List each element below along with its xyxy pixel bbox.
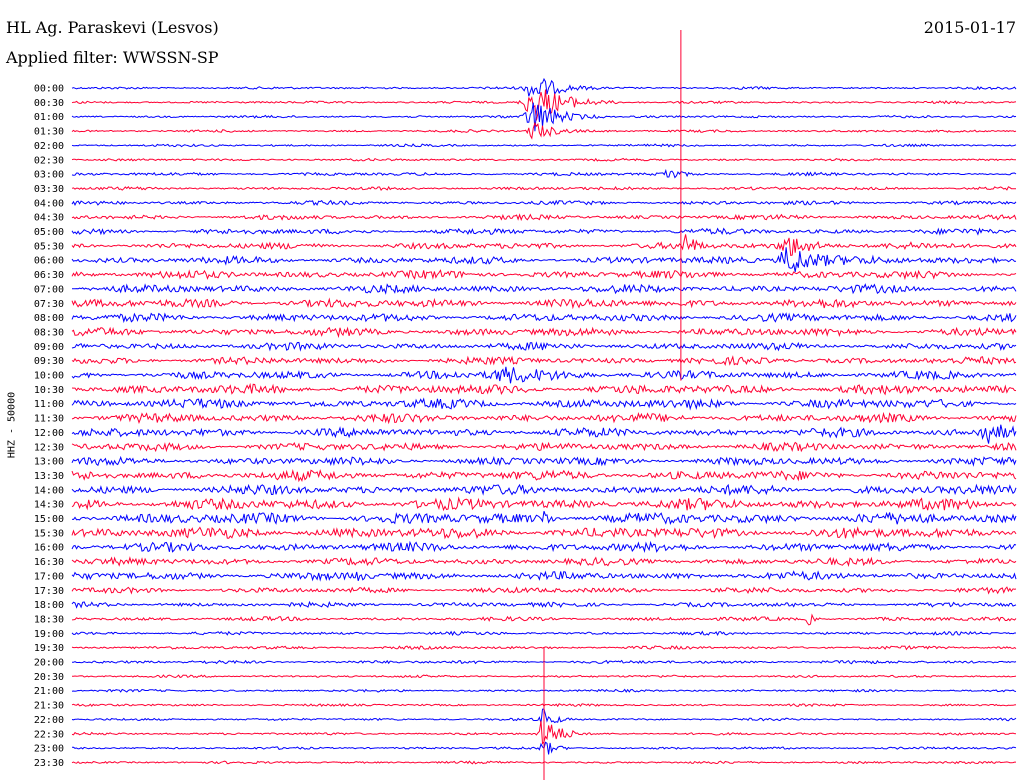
trace-line [71, 355, 1017, 367]
row-tick-label: 07:00 [34, 284, 64, 295]
trace-line [71, 600, 1017, 609]
row-tick-label: 21:30 [34, 701, 64, 712]
row-tick-label: 14:00 [34, 485, 64, 496]
row-tick-label: 07:30 [34, 299, 64, 310]
trace-line [71, 556, 1017, 567]
row-tick-label: 15:00 [34, 514, 64, 525]
row-tick-label: 14:30 [34, 500, 64, 511]
row-tick-label: 01:00 [34, 112, 64, 123]
row-tick-label: 23:30 [34, 758, 64, 769]
row-tick-label: 11:00 [34, 399, 64, 410]
trace-line [71, 121, 1017, 140]
row-tick-label: 22:30 [34, 729, 64, 740]
trace-line [71, 441, 1017, 453]
filter-label: Applied filter: WWSSN-SP [6, 48, 219, 67]
trace-line [71, 468, 1017, 483]
row-tick-label: 10:30 [34, 385, 64, 396]
row-tick-label: 13:30 [34, 471, 64, 482]
trace-line [71, 199, 1017, 207]
row-tick-label: 16:00 [34, 543, 64, 554]
trace-line [71, 312, 1017, 324]
row-tick-label: 20:00 [34, 658, 64, 669]
trace-line [71, 613, 1017, 626]
trace-line [71, 269, 1017, 281]
trace-line [71, 143, 1017, 148]
row-tick-label: 00:30 [34, 98, 64, 109]
station-title: HL Ag. Paraskevi (Lesvos) [6, 18, 219, 37]
trace-line [71, 586, 1017, 595]
row-tick-label: 08:30 [34, 327, 64, 338]
trace-line [72, 283, 1017, 295]
trace-line [71, 297, 1017, 310]
row-tick-label: 02:00 [34, 141, 64, 152]
row-tick-label: 11:30 [34, 414, 64, 425]
row-tick-label: 12:30 [34, 442, 64, 453]
trace-line [71, 496, 1017, 512]
row-tick-label: 23:00 [34, 744, 64, 755]
row-tick-label: 20:30 [34, 672, 64, 683]
row-tick-label: 08:00 [34, 313, 64, 324]
trace-line [71, 213, 1017, 222]
row-tick-label: 22:00 [34, 715, 64, 726]
row-tick-label: 05:00 [34, 227, 64, 238]
trace-line [71, 227, 1017, 236]
row-tick-label: 21:00 [34, 686, 64, 697]
row-tick-label: 13:00 [34, 457, 64, 468]
trace-line [71, 570, 1017, 582]
row-tick-label: 06:30 [34, 270, 64, 281]
row-tick-label: 16:30 [34, 557, 64, 568]
trace-line [71, 77, 1017, 97]
trace-line [71, 185, 1016, 191]
trace-line [71, 89, 1017, 121]
trace-line [71, 157, 1017, 162]
trace-line [71, 540, 1017, 554]
trace-line [71, 247, 1017, 272]
trace-line [71, 526, 1017, 540]
row-tick-label: 01:30 [34, 127, 64, 138]
trace-line [71, 483, 1017, 496]
trace-line [71, 168, 1017, 179]
row-tick-label: 09:30 [34, 356, 64, 367]
trace-line [71, 341, 1017, 352]
row-tick-label: 06:00 [34, 256, 64, 267]
trace-line [71, 455, 1017, 467]
trace-line [71, 234, 1017, 256]
row-tick-label: 17:30 [34, 586, 64, 597]
row-tick-label: 12:00 [34, 428, 64, 439]
row-tick-label: 04:30 [34, 213, 64, 224]
row-tick-label: 10:00 [34, 371, 64, 382]
trace-line [71, 411, 1017, 425]
row-tick-label: 03:30 [34, 184, 64, 195]
trace-line [71, 630, 1016, 637]
row-tick-label: 19:30 [34, 643, 64, 654]
trace-line [71, 102, 1017, 132]
row-tick-label: 04:00 [34, 198, 64, 209]
trace-line [71, 397, 1017, 411]
date-label: 2015-01-17 [923, 18, 1016, 37]
row-tick-label: 19:00 [34, 629, 64, 640]
row-tick-label: 05:30 [34, 241, 64, 252]
trace-line [71, 366, 1017, 384]
row-tick-label: 17:00 [34, 571, 64, 582]
row-tick-label: 02:30 [34, 155, 64, 166]
trace-line [71, 326, 1017, 339]
row-tick-label: 09:00 [34, 342, 64, 353]
trace-line [71, 382, 1017, 396]
row-tick-label: 00:00 [34, 84, 64, 95]
row-tick-label: 18:00 [34, 600, 64, 611]
row-tick-label: 15:30 [34, 528, 64, 539]
trace-line [71, 511, 1017, 525]
row-tick-label: 03:00 [34, 170, 64, 181]
trace-line [71, 424, 1017, 444]
row-tick-label: 18:30 [34, 614, 64, 625]
